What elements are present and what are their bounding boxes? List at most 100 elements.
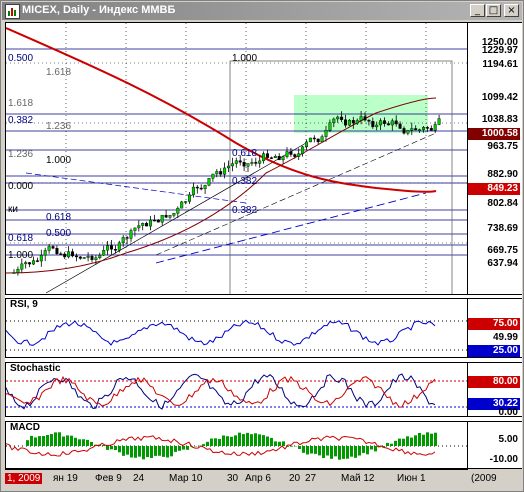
macd-bar [402,438,405,446]
candle-body [281,156,285,161]
minimize-button[interactable]: _ [470,4,485,17]
candle-body [63,253,67,258]
time-label: 24 [133,473,145,484]
candle-body [359,116,363,121]
macd-bar [370,446,373,450]
stoch-level-label: 80.00 [468,376,520,388]
macd-bar [302,446,305,453]
price-pane[interactable]: 0.500 1.618 1.000 1.618 0.382 1.236 1.23… [5,22,468,295]
candle-body [28,262,32,265]
candle-body [98,255,102,258]
macd-bar [42,436,45,446]
macd-bar [314,446,317,454]
price-label: 882.90 [487,169,518,180]
macd-bar [178,446,181,451]
macd-bar [34,437,37,446]
candle-body [347,120,351,126]
candle-body [109,245,113,250]
rsi-pane[interactable]: RSI, 9 [5,298,468,358]
candle-body [203,184,207,189]
candle-body [121,237,125,243]
ma-price-label: 1000.58 [468,128,520,140]
fib-label: 1.618 [46,67,71,78]
stoch-level-label: 0.00 [498,407,518,417]
candle-body [410,128,414,131]
fib-label: 1.000 [8,250,33,261]
candle-body [437,118,441,125]
candle-body [418,129,422,131]
time-label: Фев 9 [95,473,122,484]
candle-body [250,162,254,164]
macd-bar [386,442,389,446]
candle-body [375,124,379,128]
rsi-scale: 75.00 49.99 25.00 [468,298,522,358]
macd-bar [174,446,177,452]
candle-body [367,119,371,122]
candle-body [35,260,39,262]
stochastic-d-line [6,375,436,408]
macd-bar [374,446,377,452]
candle-body [195,186,199,189]
candle-body [74,255,78,258]
title-bar[interactable]: MICEX, Daily - Индекс ММВБ _ □ × [2,2,522,20]
fib-label: 0.382 [8,115,33,126]
macd-bar [258,434,261,446]
candle-body [340,116,344,120]
candle-body [223,167,227,175]
price-chart-svg: 0.500 1.618 1.000 1.618 0.382 1.236 1.23… [6,23,467,294]
macd-bar [66,435,69,446]
macd-pane[interactable]: MACD [5,421,468,469]
macd-level-label: -10.00 [489,454,518,465]
macd-bar [282,441,285,446]
candle-body [187,194,191,202]
time-label: Июн 1 [397,473,426,484]
channel-line-3 [155,132,437,256]
candle-body [277,156,281,161]
candle-body [141,223,145,226]
macd-bar [158,446,161,456]
stochastic-pane[interactable]: Stochastic [5,362,468,417]
macd-bar [146,446,149,458]
candle-body [129,230,133,239]
close-button[interactable]: × [504,4,519,17]
candle-body [433,124,437,131]
macd-bar [406,436,409,446]
macd-bar [70,435,73,446]
macd-bar [30,435,33,446]
macd-histogram [26,432,437,460]
macd-bar [246,432,249,446]
candle-body [55,248,59,254]
candles [12,110,441,276]
macd-bar [322,446,325,458]
price-scale[interactable]: 1250.00 1229.97 1194.61 1099.42 1038.83 … [468,22,522,295]
candle-body [86,255,90,258]
macd-bar [186,446,189,450]
candle-body [324,130,328,137]
candle-body [184,201,188,203]
maximize-button[interactable]: □ [486,4,501,17]
candle-body [422,127,426,130]
fib-label: 0.618 [232,148,257,159]
candle-body [336,116,340,120]
price-gridlines [6,23,467,294]
macd-bar [38,436,41,446]
macd-bar [266,436,269,446]
macd-bar [410,437,413,446]
price-label: 738.69 [487,223,518,234]
candle-body [94,257,98,260]
macd-bar [102,444,105,446]
macd-bar [142,446,145,460]
candle-body [125,237,129,239]
candle-body [70,251,74,257]
stochastic-label: Stochastic [8,363,63,374]
macd-bar [358,446,361,456]
macd-bar [214,438,217,446]
candle-body [316,138,320,143]
macd-level-label: 5.00 [498,434,518,445]
candle-body [176,207,180,214]
candle-body [47,246,51,251]
chart-area[interactable]: 0.500 1.618 1.000 1.618 0.382 1.236 1.23… [5,22,522,469]
macd-bar [234,435,237,446]
candle-body [363,116,367,121]
macd-bar [118,446,121,453]
